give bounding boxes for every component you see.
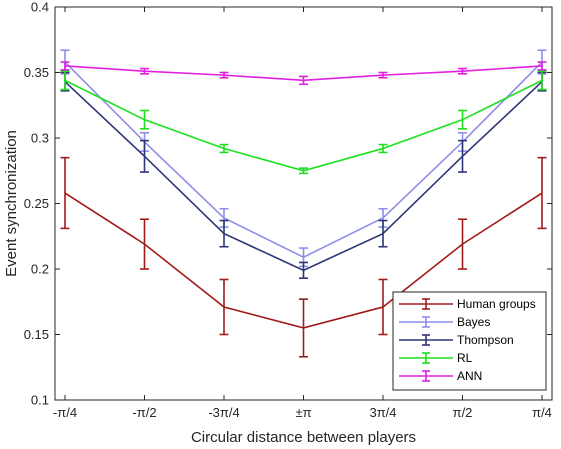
series-layer (60, 49, 547, 358)
x-tick-label: -π/2 (132, 405, 156, 420)
x-tick-label: 3π/4 (369, 405, 396, 420)
y-tick-label: 0.1 (31, 393, 49, 408)
series-rl (60, 70, 547, 175)
x-tick-label: π/2 (453, 405, 473, 420)
legend-item: Thompson (399, 333, 514, 347)
x-tick-label: π/4 (532, 405, 552, 420)
y-axis-label: Event synchronization (3, 130, 20, 277)
x-axis-label: Circular distance between players (191, 429, 416, 446)
y-tick-label: 0.2 (31, 262, 49, 277)
legend-label: Human groups (457, 297, 536, 311)
legend-item: Bayes (399, 315, 490, 329)
legend-label: RL (457, 351, 473, 365)
legend: Human groups Bayes Thompson RL ANN (392, 291, 547, 391)
series-ann (60, 61, 547, 86)
legend-label: Bayes (457, 315, 490, 329)
y-tick-label: 0.4 (31, 0, 49, 15)
x-tick-label: -3π/4 (208, 405, 239, 420)
x-tick-label: ±π (295, 405, 311, 420)
y-axis-ticks: 0.1 0.15 0.2 0.25 0.3 0.35 0.4 (24, 0, 552, 408)
legend-item: ANN (399, 369, 482, 383)
y-tick-label: 0.15 (24, 327, 49, 342)
legend-item: Human groups (399, 297, 536, 311)
y-tick-label: 0.35 (24, 65, 49, 80)
legend-item: RL (399, 351, 473, 365)
x-tick-label: -π/4 (53, 405, 77, 420)
series-human-groups (60, 156, 547, 358)
y-tick-label: 0.25 (24, 196, 49, 211)
legend-label: Thompson (457, 333, 514, 347)
legend-box (392, 291, 547, 391)
y-tick-label: 0.3 (31, 131, 49, 146)
legend-label: ANN (457, 369, 482, 383)
x-axis-ticks: -π/4 -π/2 -3π/4 ±π 3π/4 π/2 π/4 (53, 7, 552, 420)
